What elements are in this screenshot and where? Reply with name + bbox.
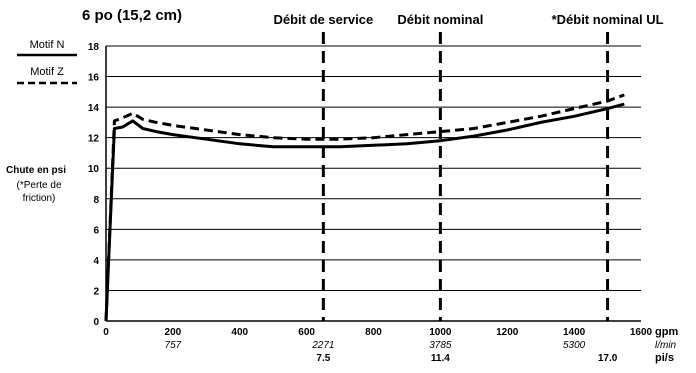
lpm-label: 2271 — [311, 340, 334, 351]
x-unit-lpm: l/min — [655, 340, 677, 351]
x-tick-label: 200 — [165, 327, 182, 338]
x-tick-label: 1200 — [496, 327, 519, 338]
legend-label-solid: Motif N — [30, 39, 65, 51]
y-tick-label: 2 — [93, 286, 99, 297]
velocity-label: 17.0 — [598, 353, 618, 364]
y-ticks: 0 2 4 6 8 10 12 14 16 18 — [88, 42, 100, 328]
y-tick-label: 16 — [88, 73, 100, 84]
y-tick-label: 6 — [93, 225, 99, 236]
y-tick-label: 10 — [88, 164, 100, 175]
y-axis-note-line2: friction) — [23, 193, 56, 204]
y-axis-note-line1: (*Perte de — [16, 180, 61, 191]
x-tick-label: 0 — [103, 327, 109, 338]
x-tick-label: 1400 — [563, 327, 586, 338]
x-unit-gpm: gpm — [655, 326, 678, 338]
y-axis-label: Chute en psi — [6, 165, 66, 176]
reference-lines: Débit de service Débit nominal *Débit nomi… — [273, 12, 664, 321]
y-tick-label: 12 — [88, 134, 100, 145]
reference-line-label: Débit nominal — [397, 12, 483, 27]
x-tick-label: 600 — [298, 327, 315, 338]
series — [104, 93, 625, 322]
lpm-label: 757 — [165, 340, 182, 351]
y-tick-label: 4 — [93, 256, 99, 267]
reference-line-label: *Débit nominal UL — [552, 12, 664, 27]
x-tick-label: 1600 — [630, 327, 653, 338]
y-tick-label: 18 — [88, 42, 100, 53]
series-line-solid — [104, 102, 625, 322]
velocity-label: 11.4 — [431, 353, 450, 364]
x-tick-label: 400 — [231, 327, 248, 338]
x-unit-fps: pi/s — [655, 352, 674, 364]
legend: Motif N Motif Z — [17, 39, 77, 85]
series-line-dashed — [104, 93, 625, 322]
reference-line-label: Débit de service — [273, 12, 373, 27]
x-tick-label: 1000 — [429, 327, 452, 338]
legend-label-dashed: Motif Z — [30, 66, 64, 78]
lpm-label: 5300 — [563, 340, 586, 351]
axes — [105, 46, 641, 322]
y-tick-label: 0 — [93, 317, 99, 328]
velocity-label: 7.5 — [316, 353, 330, 364]
x-ticks: 0 200 400 600 800 1000 1200 1400 1600 757 2271 3785… — [103, 327, 652, 364]
y-tick-label: 14 — [88, 103, 100, 114]
x-tick-label: 800 — [365, 327, 382, 338]
chart-title: 6 po (15,2 cm) — [82, 7, 182, 24]
lpm-label: 3785 — [429, 340, 452, 351]
y-tick-label: 8 — [93, 195, 99, 206]
gridlines — [106, 45, 641, 291]
